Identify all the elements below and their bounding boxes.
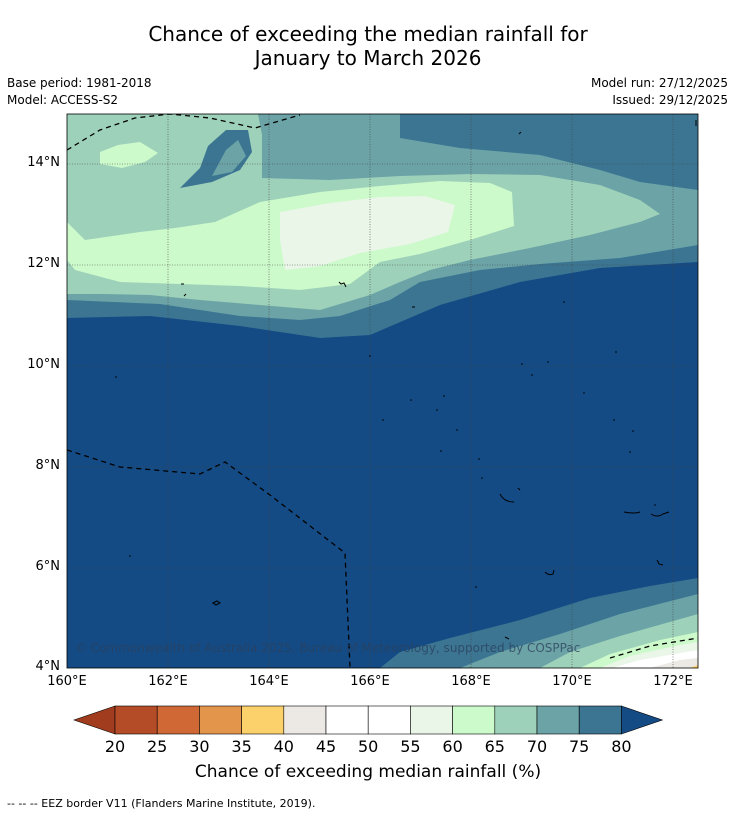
colorbar-label: 30: [189, 737, 210, 756]
lon-tick-162: 162°E: [148, 674, 188, 689]
colorbar-label: 65: [484, 737, 505, 756]
map-title-line2: January to March 2026: [254, 46, 482, 70]
colorbar-label: 75: [569, 737, 590, 756]
map-area: [67, 114, 698, 668]
colorbar-label: 25: [147, 737, 168, 756]
lat-tick-8: 8°N: [35, 458, 61, 473]
colorbar-box: [494, 705, 538, 735]
gridlines: [67, 114, 698, 668]
colorbar-label: 45: [315, 737, 337, 756]
lon-tick-172: 172°E: [653, 674, 693, 689]
region-70-blob: [212, 140, 246, 176]
region-40-south: [650, 658, 698, 668]
eez-borders: [67, 114, 698, 668]
colorbar-box: [199, 705, 242, 735]
colorbar-label: 20: [104, 737, 126, 756]
model-run: Model run: 27/12/2025: [590, 76, 728, 90]
colorbar-box: [325, 705, 369, 735]
colorbar-label: 60: [442, 737, 463, 756]
colorbar-box: [536, 705, 580, 735]
colorbar-label: 40: [273, 737, 294, 756]
colorbar-label: 35: [231, 737, 252, 756]
colorbar-arrow-low: [73, 705, 116, 735]
region-35-south: [690, 665, 698, 668]
map-frame: [66, 113, 699, 669]
colorbar-box: [241, 705, 285, 735]
island-dots: [115, 301, 656, 588]
eez-legend: -- -- -- EEZ border V11 (Flanders Marine…: [7, 797, 316, 810]
colorbar-label: 80: [611, 737, 632, 756]
colorbar-label: 70: [526, 737, 548, 756]
lat-tick-14: 14°N: [27, 155, 60, 170]
colorbar-label: 55: [400, 737, 421, 756]
colorbar-box: [114, 705, 158, 735]
colorbar-box: [367, 705, 411, 735]
lon-tick-166: 166°E: [350, 674, 390, 689]
map-title-line1: Chance of exceeding the median rainfall …: [148, 22, 588, 46]
colorbar-title: Chance of exceeding median rainfall (%): [194, 762, 542, 782]
region-55: [280, 196, 455, 270]
lat-tick-4: 4°N: [35, 659, 61, 674]
lat-tick-6: 6°N: [35, 559, 61, 574]
lat-tick-10: 10°N: [27, 357, 60, 372]
copyright-notice: © Commonwealth of Australia 2025, Bureau…: [75, 641, 581, 655]
region-60-north: [100, 142, 158, 168]
colorbar-box: [578, 705, 622, 735]
colorbar-box: [452, 705, 496, 735]
lon-tick-170: 170°E: [552, 674, 592, 689]
lon-tick-168: 168°E: [451, 674, 491, 689]
lat-tick-12: 12°N: [27, 256, 60, 271]
colorbar: [73, 705, 664, 735]
islands: [181, 120, 697, 640]
base-period: Base period: 1981-2018: [7, 76, 152, 90]
colorbar-box: [283, 705, 327, 735]
colorbar-box: [156, 705, 200, 735]
colorbar-box: [410, 705, 453, 735]
colorbar-arrow-high: [621, 705, 664, 735]
model-name: Model: ACCESS-S2: [7, 93, 119, 107]
issued-date: Issued: 29/12/2025: [612, 93, 728, 107]
colorbar-label: 50: [358, 737, 379, 756]
lon-tick-164: 164°E: [249, 674, 289, 689]
lon-tick-160: 160°E: [47, 674, 87, 689]
